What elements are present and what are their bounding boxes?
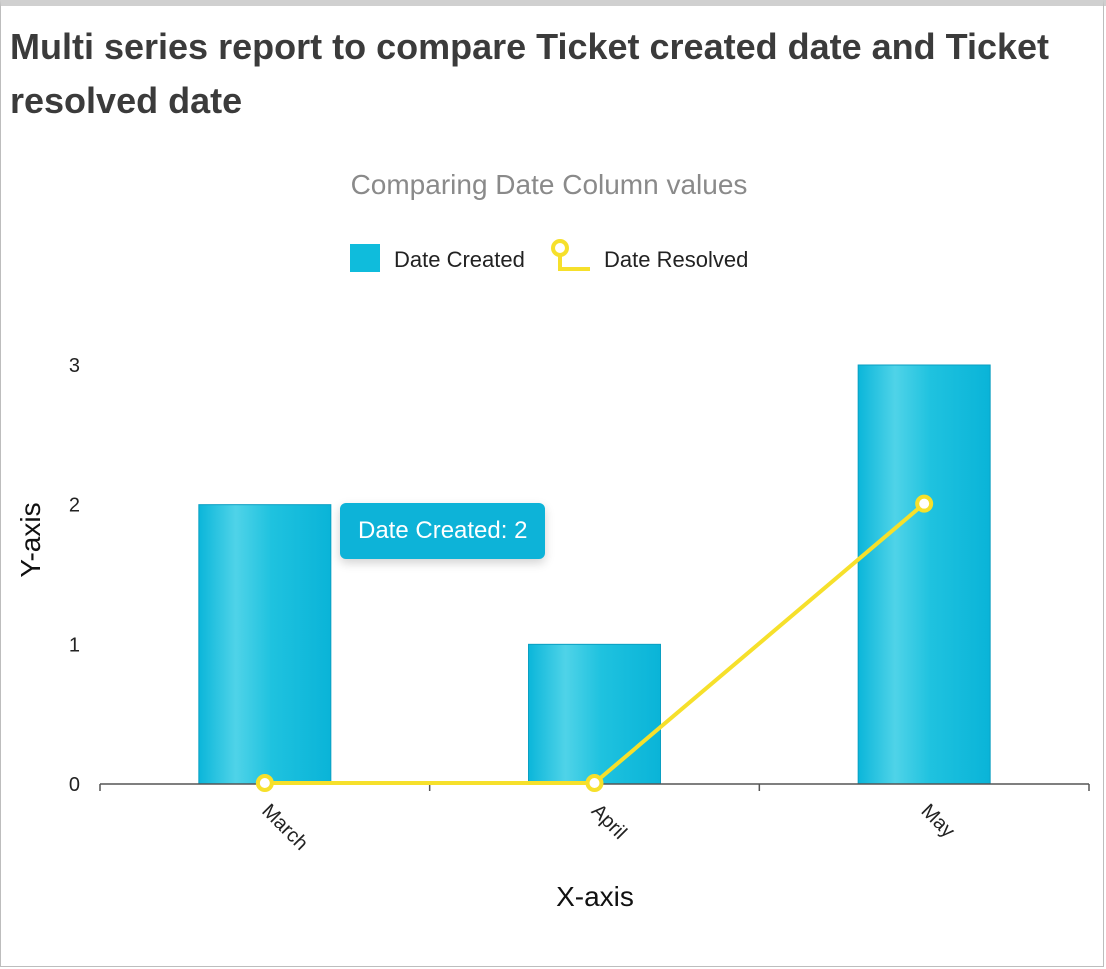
y-tick-label: 1 bbox=[69, 634, 80, 656]
point-march[interactable] bbox=[255, 774, 274, 792]
line-series-date-resolved bbox=[255, 494, 934, 792]
x-tick-label: May bbox=[917, 800, 959, 842]
report-title: Multi series report to compare Ticket cr… bbox=[10, 26, 1050, 121]
bar-april[interactable] bbox=[528, 643, 661, 785]
legend: Date Created Date Resolved bbox=[350, 239, 748, 272]
x-tick-label: March bbox=[257, 800, 312, 855]
combo-chart: Comparing Date Column values Date Create… bbox=[15, 169, 1090, 912]
point-april[interactable] bbox=[585, 774, 604, 792]
legend-label-date-created[interactable]: Date Created bbox=[394, 247, 525, 272]
x-axis: March April May bbox=[99, 783, 1090, 855]
y-tick-label: 2 bbox=[69, 495, 80, 517]
y-tick-label: 3 bbox=[69, 355, 80, 377]
bar-may[interactable] bbox=[857, 364, 991, 785]
x-axis-title: X-axis bbox=[556, 881, 634, 912]
legend-swatch-date-created[interactable] bbox=[350, 244, 380, 272]
y-axis-title: Y-axis bbox=[15, 502, 46, 577]
tooltip: Date Created: 2 bbox=[340, 503, 546, 559]
y-tick-label: 0 bbox=[69, 774, 80, 796]
x-tick-label: April bbox=[587, 800, 631, 844]
bar-series-date-created bbox=[198, 364, 991, 785]
legend-swatch-date-resolved[interactable] bbox=[551, 239, 590, 271]
legend-label-date-resolved[interactable]: Date Resolved bbox=[604, 247, 748, 272]
y-axis: 0 1 2 3 bbox=[69, 355, 80, 796]
point-may[interactable] bbox=[915, 494, 934, 513]
chart-title: Comparing Date Column values bbox=[351, 169, 748, 200]
bar-march[interactable] bbox=[198, 504, 332, 785]
